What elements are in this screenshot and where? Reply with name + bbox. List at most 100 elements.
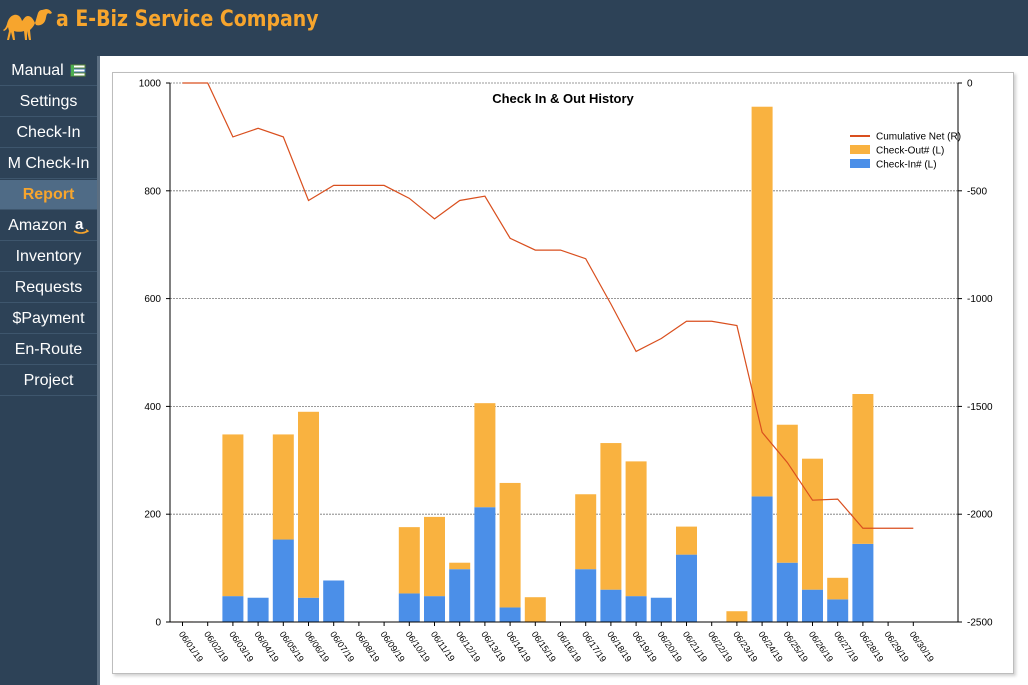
x-tick-label: 06/14/19 xyxy=(504,629,532,663)
sidebar: Manual Settings Check-In M Check-In Repo… xyxy=(0,56,97,685)
y-left-tick-label: 1000 xyxy=(139,79,162,90)
top-header: a E-Biz Service Company xyxy=(0,0,1028,56)
bar-check-out xyxy=(474,403,496,508)
x-tick-label: 06/05/19 xyxy=(278,629,306,663)
sidebar-item-check-in[interactable]: Check-In xyxy=(0,118,97,148)
bar-check-out xyxy=(852,394,874,544)
bar-check-in xyxy=(802,589,823,622)
sidebar-item-label: M Check-In xyxy=(7,154,90,172)
x-tick-label: 06/27/19 xyxy=(832,629,860,663)
y-left-tick-label: 600 xyxy=(144,294,161,305)
bar-check-in xyxy=(323,580,345,622)
bar-check-in xyxy=(424,596,445,622)
check-in-out-chart: 0 200 400 600 800 1000 0 -500 -1000 -1500 -2000 -25… xyxy=(139,79,993,664)
bar-check-in xyxy=(272,539,294,622)
x-tick-label: 06/26/19 xyxy=(807,629,835,663)
x-tick-label: 06/22/19 xyxy=(706,629,734,663)
x-tick-label: 06/02/19 xyxy=(202,629,230,663)
x-tick-label: 06/20/19 xyxy=(656,629,684,663)
bar-check-out xyxy=(424,516,445,597)
bar-check-out xyxy=(575,494,597,570)
bar-check-out xyxy=(449,562,471,570)
x-tick-label: 06/23/19 xyxy=(731,629,759,663)
y-right-tick-label: -500 xyxy=(967,186,987,197)
bar-check-in xyxy=(751,496,773,622)
sidebar-item-inventory[interactable]: Inventory xyxy=(0,242,97,272)
chart-legend: Cumulative Net (R) Check-Out# (L) Check-In… xyxy=(850,132,961,171)
bar-check-out xyxy=(625,461,647,597)
y-right-tick-label: -1500 xyxy=(967,402,993,413)
x-tick-label: 06/17/19 xyxy=(580,629,608,663)
bar-check-out xyxy=(676,526,697,555)
bar-check-out xyxy=(524,597,546,622)
x-tick-label: 06/07/19 xyxy=(328,629,356,663)
bar-check-in xyxy=(852,543,874,622)
x-tick-label: 06/11/19 xyxy=(429,629,457,663)
bars xyxy=(172,106,874,622)
x-tick-label: 06/01/19 xyxy=(177,629,205,663)
sidebar-item-manual[interactable]: Manual xyxy=(0,56,97,86)
x-tick-label: 06/04/19 xyxy=(252,629,280,663)
sidebar-item-project[interactable]: Project xyxy=(0,366,97,396)
x-tick-label: 06/25/19 xyxy=(782,629,810,663)
bar-check-in xyxy=(449,569,471,622)
bar-check-out xyxy=(499,482,521,608)
bar-check-in xyxy=(222,596,244,622)
x-tick-label: 06/10/19 xyxy=(404,629,432,663)
svg-text:a: a xyxy=(75,217,84,233)
main-content: 0 200 400 600 800 1000 0 -500 -1000 -1500 -2000 -25… xyxy=(100,56,1028,685)
bar-check-in xyxy=(625,596,647,622)
bar-check-out xyxy=(802,458,823,590)
bar-check-out xyxy=(398,527,420,594)
sidebar-item-settings[interactable]: Settings xyxy=(0,87,97,117)
bar-check-out xyxy=(751,106,773,497)
y-left-tick-label: 0 xyxy=(155,618,161,629)
sidebar-item-m-check-in[interactable]: M Check-In xyxy=(0,149,97,179)
x-tick-label: 06/12/19 xyxy=(454,629,482,663)
y-left-tick-label: 200 xyxy=(144,510,161,521)
x-tick-label: 06/21/19 xyxy=(681,629,709,663)
legend-label: Check-In# (L) xyxy=(876,160,937,171)
grid-lines xyxy=(170,82,958,515)
sidebar-item-payment[interactable]: $Payment xyxy=(0,304,97,334)
bar-check-in xyxy=(676,554,697,622)
cumulative-line xyxy=(182,82,914,529)
sidebar-item-label: Inventory xyxy=(15,247,82,265)
bar-check-in xyxy=(776,562,798,622)
bar-check-in xyxy=(575,569,597,622)
y-right-tick-label: -1000 xyxy=(967,294,993,305)
y-left-tick-label: 400 xyxy=(144,402,161,413)
y-right-tick-label: -2500 xyxy=(967,618,993,629)
brand-title[interactable]: a E-Biz Service Company xyxy=(56,7,319,32)
bar-check-out xyxy=(272,434,294,540)
x-tick-label: 06/15/19 xyxy=(530,629,558,663)
sidebar-item-label: Amazon xyxy=(8,216,67,234)
bar-check-out xyxy=(827,577,849,600)
bar-check-in xyxy=(474,507,496,622)
x-tick-label: 06/29/19 xyxy=(882,629,910,663)
sidebar-item-label: Manual xyxy=(11,61,64,79)
sidebar-item-report[interactable]: Report xyxy=(0,180,97,210)
x-tick-label: 06/08/19 xyxy=(353,629,381,663)
camel-icon xyxy=(3,9,52,40)
sidebar-item-label: Requests xyxy=(14,278,83,296)
bar-check-out xyxy=(600,443,622,590)
x-tick-label: 06/18/19 xyxy=(605,629,633,663)
x-tick-label: 06/09/19 xyxy=(378,629,406,663)
x-tick-label: 06/16/19 xyxy=(555,629,583,663)
cumulative-net-line xyxy=(182,82,914,529)
sidebar-item-requests[interactable]: Requests xyxy=(0,273,97,303)
bar-check-in xyxy=(499,607,521,622)
bar-check-in xyxy=(398,593,420,622)
x-tick-label: 06/19/19 xyxy=(630,629,658,663)
sidebar-item-en-route[interactable]: En-Route xyxy=(0,335,97,365)
bar-check-in xyxy=(247,597,269,622)
bar-check-in xyxy=(298,597,319,622)
sidebar-item-label: Check-In xyxy=(16,123,81,141)
y-right-tick-label: 0 xyxy=(967,79,973,90)
legend-label: Cumulative Net (R) xyxy=(876,132,961,143)
sidebar-item-amazon[interactable]: Amazon a xyxy=(0,211,97,241)
legend-swatch xyxy=(850,159,870,168)
sidebar-item-label: $Payment xyxy=(12,309,85,327)
bar-check-out xyxy=(222,434,244,597)
